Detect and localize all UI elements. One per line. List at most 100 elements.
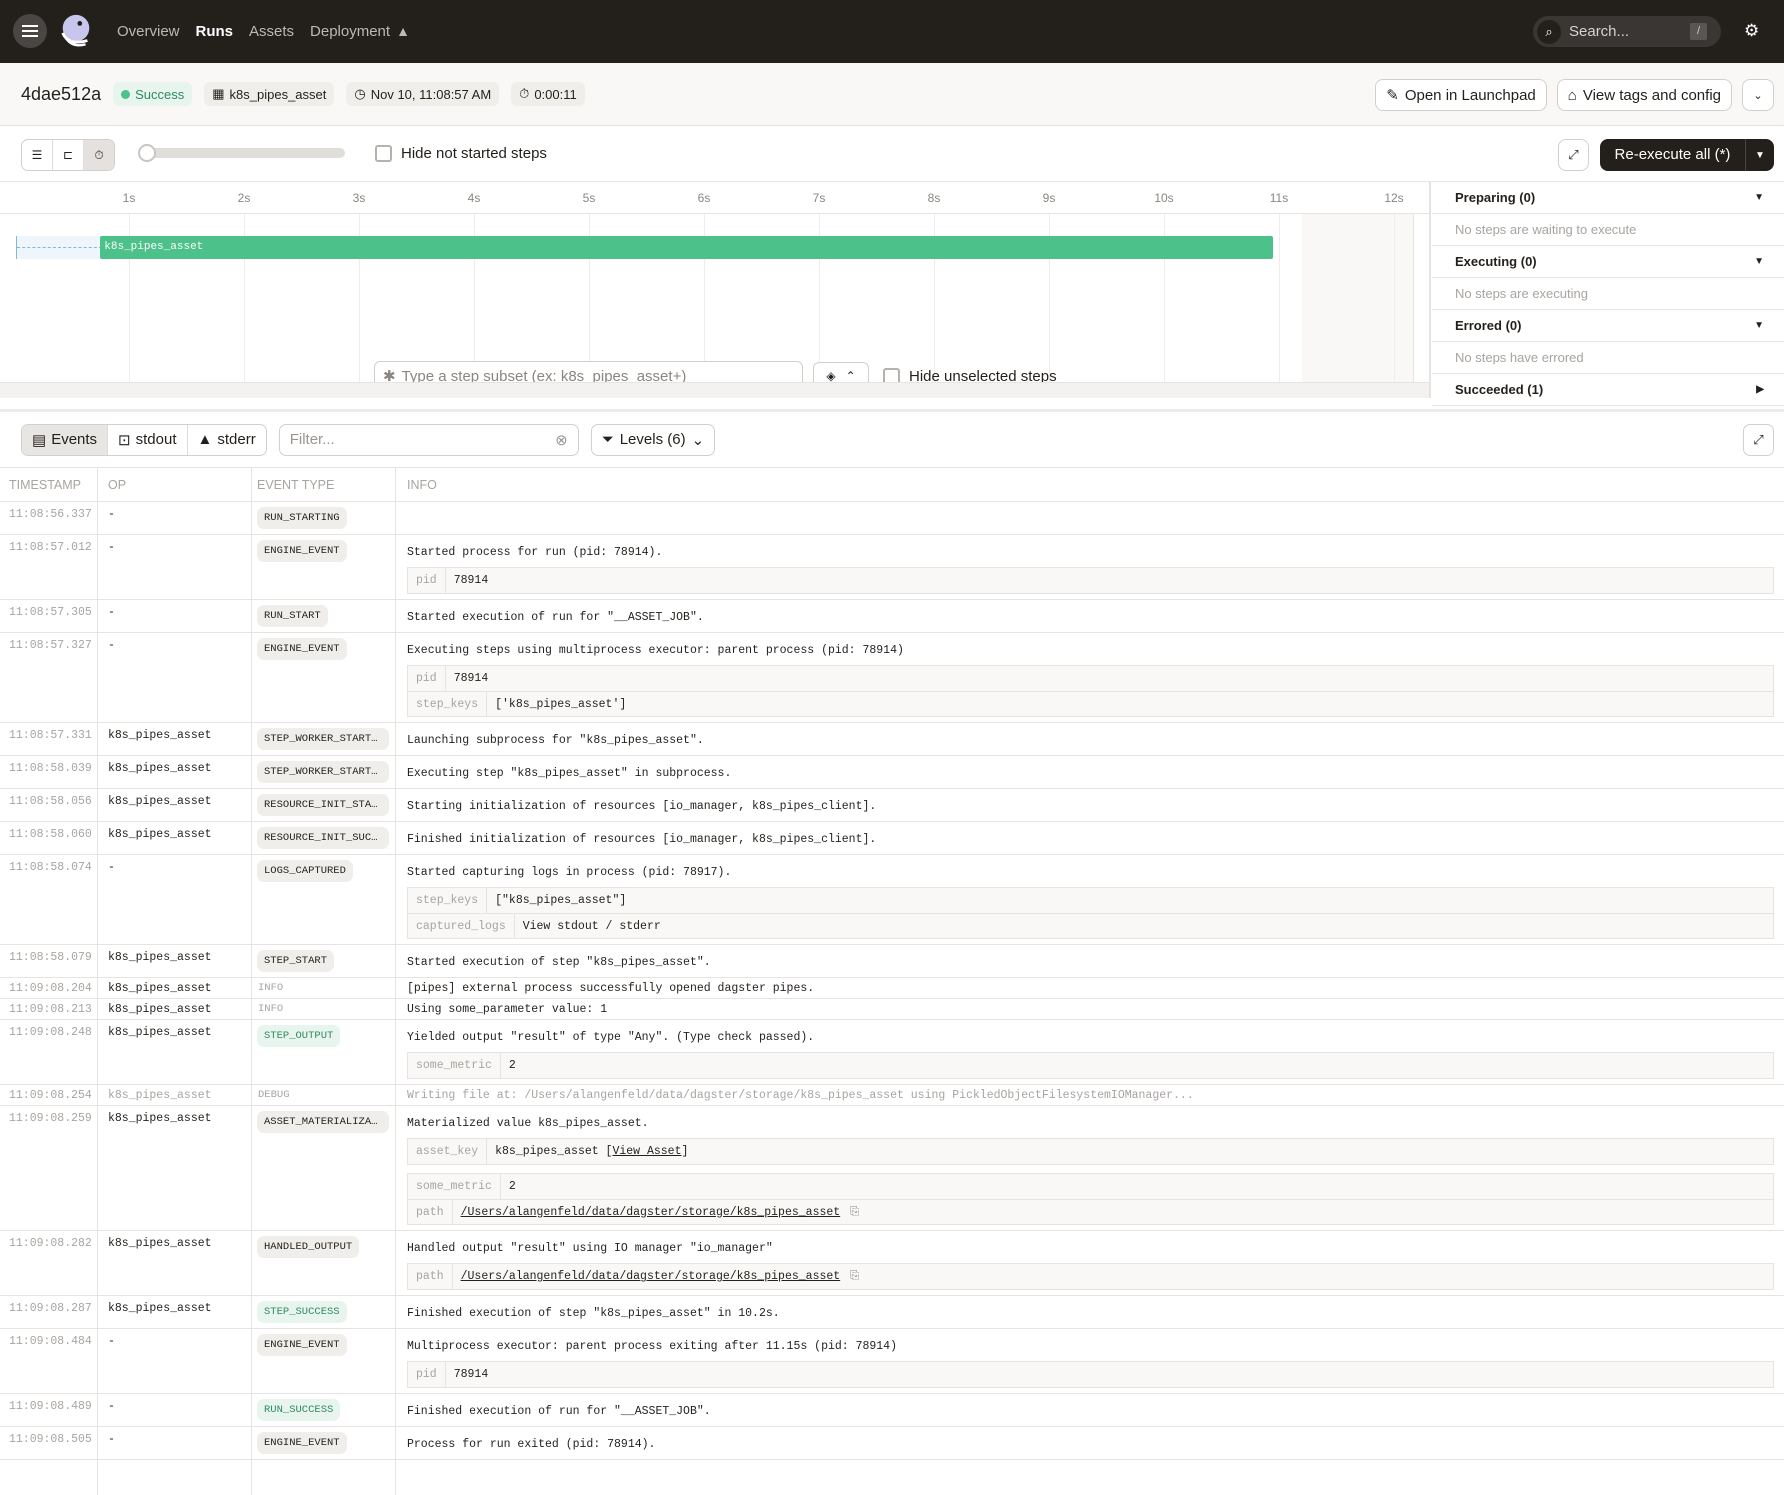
table-row[interactable]: 11:09:08.489 - RUN_SUCCESS Finished exec…	[0, 1394, 1784, 1427]
flat-view-button[interactable]: ☰	[22, 140, 53, 170]
panel-divider[interactable]	[0, 409, 1784, 412]
table-row[interactable]: 11:08:56.337 - RUN_STARTING	[0, 502, 1784, 535]
table-row[interactable]: 11:08:57.305 - RUN_START Started executi…	[0, 600, 1784, 633]
view-tags-button[interactable]: ⌂ View tags and config	[1556, 79, 1732, 111]
table-row[interactable]: 11:09:08.204 k8s_pipes_asset INFO [pipes…	[0, 978, 1784, 999]
event-type-label: ENGINE_EVENT	[264, 545, 340, 557]
metadata-value: 78914	[453, 1368, 489, 1381]
row-info: Finished execution of step "k8s_pipes_as…	[407, 1307, 780, 1320]
nav-deployment-label: Deployment	[310, 23, 391, 40]
status-section-header[interactable]: Executing (0) ▼	[1432, 246, 1784, 278]
row-op: -	[108, 606, 115, 619]
levels-dropdown[interactable]: ⏷ Levels (6) ⌄	[590, 423, 716, 456]
more-button[interactable]: ⌄	[1742, 79, 1774, 111]
checkbox-box[interactable]	[375, 145, 392, 162]
copy-icon[interactable]: ⎘	[850, 1205, 860, 1219]
expand-button[interactable]: ⤢	[1558, 139, 1589, 171]
open-launchpad-button[interactable]: ✎ Open in Launchpad	[1375, 79, 1547, 111]
menu-button[interactable]	[13, 14, 47, 48]
gear-icon[interactable]: ⚙	[1744, 21, 1760, 40]
table-row[interactable]: 11:09:08.287 k8s_pipes_asset STEP_SUCCES…	[0, 1296, 1784, 1329]
table-row[interactable]: 11:08:58.060 k8s_pipes_asset RESOURCE_IN…	[0, 822, 1784, 855]
event-type-label: ASSET_MATERIALIZATION	[264, 1116, 382, 1128]
row-info: Starting initialization of resources [io…	[407, 800, 877, 813]
row-timestamp: 11:09:08.484	[9, 1335, 92, 1348]
row-timestamp: 11:09:08.213	[9, 1003, 92, 1016]
status-section-header[interactable]: Succeeded (1) ▶	[1432, 374, 1784, 406]
time-axis: 1s 2s 3s 4s 5s 6s 7s 8s 9s 10s 11s 12s	[0, 182, 1429, 214]
search-input[interactable]: ⌕ Search... /	[1533, 16, 1721, 47]
metadata-table: pid 78914	[407, 1361, 1774, 1388]
caret-down-icon[interactable]: ▼	[1755, 149, 1765, 161]
row-timestamp: 11:09:08.259	[9, 1112, 92, 1125]
clear-icon[interactable]: ⊗	[555, 431, 568, 449]
table-row[interactable]: 11:08:58.056 k8s_pipes_asset RESOURCE_IN…	[0, 789, 1784, 822]
row-op: k8s_pipes_asset	[108, 762, 212, 775]
row-info	[407, 507, 1774, 513]
event-type-badge: RUN_SUCCESS	[257, 1399, 341, 1421]
row-timestamp: 11:08:57.305	[9, 606, 92, 619]
table-row[interactable]: 11:09:08.248 k8s_pipes_asset STEP_OUTPUT…	[0, 1020, 1784, 1085]
axis-tick: 11s	[1269, 191, 1289, 205]
col-op: OP	[108, 477, 127, 492]
expand-icon: ⤢	[1753, 432, 1764, 447]
status-section-header[interactable]: Preparing (0) ▼	[1432, 182, 1784, 214]
levels-label: Levels (6)	[619, 431, 686, 448]
table-row[interactable]: 11:09:08.484 - ENGINE_EVENT Multiprocess…	[0, 1329, 1784, 1394]
table-row[interactable]: 11:08:58.074 - LOGS_CAPTURED Started cap…	[0, 855, 1784, 945]
tab-stdout[interactable]: ⊡ stdout	[108, 424, 188, 455]
gantt-step-bar[interactable]: k8s_pipes_asset	[100, 236, 1274, 259]
timer-view-button[interactable]: ⏱	[84, 140, 114, 170]
status-section-title: Errored (0)	[1455, 318, 1522, 333]
filter-input[interactable]: Filter... ⊗	[278, 423, 579, 456]
nav-assets[interactable]: Assets	[249, 23, 295, 40]
table-row[interactable]: 11:09:08.254 k8s_pipes_asset DEBUG Writi…	[0, 1085, 1784, 1106]
grid-line	[474, 214, 475, 382]
event-type-badge: INFO	[257, 981, 283, 994]
copy-icon[interactable]: ⎘	[850, 1270, 860, 1283]
metadata-value: View stdout / stderr	[522, 919, 661, 933]
event-type-badge: ENGINE_EVENT	[257, 1334, 347, 1356]
nav-runs[interactable]: Runs	[195, 23, 234, 40]
table-row[interactable]: 11:09:08.213 k8s_pipes_asset INFO Using …	[0, 999, 1784, 1020]
table-row[interactable]: 11:09:08.505 - ENGINE_EVENT Process for …	[0, 1427, 1784, 1460]
table-row[interactable]: 11:09:08.282 k8s_pipes_asset HANDLED_OUT…	[0, 1231, 1784, 1296]
table-row[interactable]: 11:08:58.039 k8s_pipes_asset STEP_WORKER…	[0, 756, 1784, 789]
metadata-key: pid	[408, 568, 446, 593]
zoom-slider[interactable]	[138, 144, 345, 162]
job-tag[interactable]: ▦ k8s_pipes_asset	[204, 82, 335, 106]
horizontal-scrollbar[interactable]	[0, 382, 1429, 398]
event-type-badge: DEBUG	[257, 1088, 290, 1101]
metadata-table: pid 78914 step_keys ['k8s_pipes_asset']	[407, 665, 1774, 717]
slider-knob[interactable]	[138, 144, 156, 162]
start-time: Nov 10, 11:08:57 AM	[370, 86, 492, 102]
reexecute-button[interactable]: Re-execute all (*) ▼	[1600, 139, 1774, 171]
table-row[interactable]: 11:08:57.012 - ENGINE_EVENT Started proc…	[0, 535, 1784, 600]
axis-tick: 8s	[927, 191, 941, 205]
path-link[interactable]: /Users/alangenfeld/data/dagster/storage/…	[460, 1270, 841, 1283]
dagster-logo[interactable]	[57, 12, 95, 50]
grid-line	[1049, 214, 1050, 382]
hide-not-started-checkbox[interactable]: Hide not started steps	[375, 145, 547, 162]
table-row[interactable]: 11:09:08.259 k8s_pipes_asset ASSET_MATER…	[0, 1106, 1784, 1231]
axis-tick: 3s	[352, 191, 366, 205]
nav-deployment[interactable]: Deployment ▲	[310, 23, 410, 40]
chevron-up-icon: ⌃	[845, 369, 856, 383]
graph-view-button[interactable]: ⊏	[53, 140, 84, 170]
event-type-badge: RESOURCE_INIT_STARTED	[257, 794, 389, 816]
table-row[interactable]: 11:08:57.327 - ENGINE_EVENT Executing st…	[0, 633, 1784, 723]
hide-unselected-label: Hide unselected steps	[909, 367, 1057, 385]
path-link[interactable]: /Users/alangenfeld/data/dagster/storage/…	[460, 1205, 841, 1219]
view-asset-link[interactable]: View Asset	[612, 1145, 682, 1158]
event-type-label: RESOURCE_INIT_SUCCESS	[264, 832, 382, 844]
row-timestamp: 11:08:57.012	[9, 541, 92, 554]
expand-logs-button[interactable]: ⤢	[1743, 424, 1774, 456]
table-row[interactable]: 11:08:57.331 k8s_pipes_asset STEP_WORKER…	[0, 723, 1784, 756]
row-info: Yielded output "result" of type "Any". (…	[407, 1031, 815, 1044]
status-section-header[interactable]: Errored (0) ▼	[1432, 310, 1784, 342]
tab-events[interactable]: ▤ Events	[22, 424, 109, 455]
tab-stderr[interactable]: ▲ stderr	[188, 425, 266, 455]
duration: 0:00:11	[534, 86, 577, 102]
nav-overview[interactable]: Overview	[117, 23, 180, 40]
table-row[interactable]: 11:08:58.079 k8s_pipes_asset STEP_START …	[0, 945, 1784, 978]
